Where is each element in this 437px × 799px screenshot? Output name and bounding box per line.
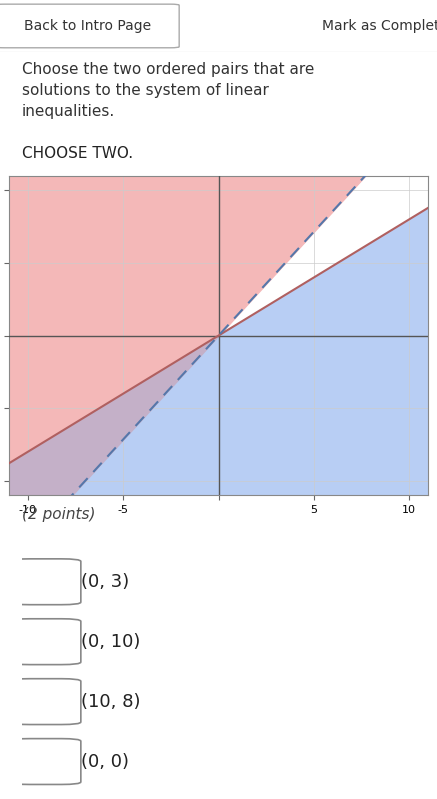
Text: (10, 8): (10, 8) bbox=[81, 693, 140, 710]
FancyBboxPatch shape bbox=[10, 678, 81, 725]
FancyBboxPatch shape bbox=[10, 738, 81, 785]
Text: (2 points): (2 points) bbox=[22, 507, 95, 522]
Text: (0, 0): (0, 0) bbox=[81, 753, 129, 770]
FancyBboxPatch shape bbox=[0, 4, 179, 48]
Text: Choose the two ordered pairs that are
solutions to the system of linear
inequali: Choose the two ordered pairs that are so… bbox=[22, 62, 314, 119]
FancyBboxPatch shape bbox=[10, 618, 81, 665]
Text: Mark as Complete: Mark as Complete bbox=[322, 19, 437, 33]
Text: (0, 10): (0, 10) bbox=[81, 633, 140, 650]
FancyBboxPatch shape bbox=[10, 559, 81, 605]
Text: CHOOSE TWO.: CHOOSE TWO. bbox=[22, 146, 133, 161]
Text: (0, 3): (0, 3) bbox=[81, 573, 129, 590]
Text: Back to Intro Page: Back to Intro Page bbox=[24, 19, 151, 33]
